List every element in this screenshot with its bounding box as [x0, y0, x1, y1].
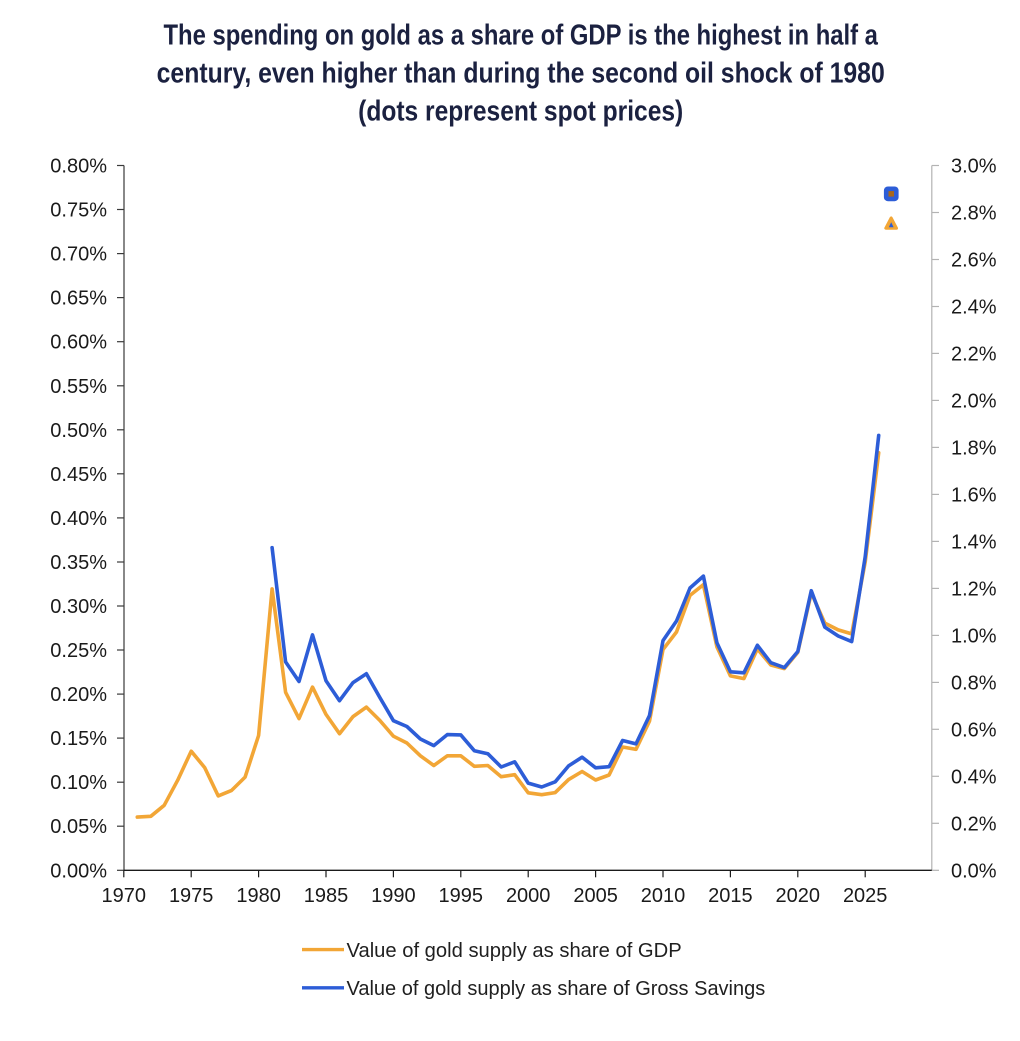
svg-text:2010: 2010	[641, 885, 686, 907]
svg-text:0.05%: 0.05%	[50, 816, 107, 838]
svg-text:0.6%: 0.6%	[951, 719, 997, 741]
svg-text:0.40%: 0.40%	[50, 508, 107, 530]
svg-text:1.2%: 1.2%	[951, 578, 997, 600]
svg-text:1970: 1970	[102, 885, 147, 907]
svg-text:Value of gold supply as share: Value of gold supply as share of Gross S…	[347, 978, 766, 1000]
svg-text:0.10%: 0.10%	[50, 772, 107, 794]
svg-text:1.0%: 1.0%	[951, 625, 997, 647]
svg-text:3.0%: 3.0%	[951, 156, 997, 178]
svg-text:2.2%: 2.2%	[951, 343, 997, 365]
svg-text:1980: 1980	[236, 885, 281, 907]
svg-text:0.35%: 0.35%	[50, 552, 107, 574]
svg-text:0.45%: 0.45%	[50, 464, 107, 486]
svg-text:0.2%: 0.2%	[951, 813, 997, 835]
svg-text:Value of gold supply as share: Value of gold supply as share of GDP	[347, 940, 682, 962]
svg-text:0.60%: 0.60%	[50, 332, 107, 354]
svg-text:1975: 1975	[169, 885, 214, 907]
svg-text:The spending on gold as a shar: The spending on gold as a share of GDP i…	[163, 18, 878, 51]
svg-text:0.20%: 0.20%	[50, 684, 107, 706]
svg-text:2015: 2015	[708, 885, 753, 907]
svg-text:0.25%: 0.25%	[50, 640, 107, 662]
svg-text:2.8%: 2.8%	[951, 203, 997, 225]
svg-text:1985: 1985	[304, 885, 349, 907]
svg-text:0.80%: 0.80%	[50, 156, 107, 178]
svg-text:0.8%: 0.8%	[951, 672, 997, 694]
svg-text:2020: 2020	[776, 885, 821, 907]
svg-text:2.6%: 2.6%	[951, 250, 997, 272]
svg-text:0.30%: 0.30%	[50, 596, 107, 618]
svg-text:0.4%: 0.4%	[951, 766, 997, 788]
svg-text:0.00%: 0.00%	[50, 860, 107, 882]
svg-text:0.55%: 0.55%	[50, 376, 107, 398]
svg-text:0.0%: 0.0%	[951, 860, 997, 882]
svg-text:2000: 2000	[506, 885, 551, 907]
svg-text:2.0%: 2.0%	[951, 390, 997, 412]
svg-text:century, even higher than duri: century, even higher than during the sec…	[157, 57, 885, 89]
svg-text:1.4%: 1.4%	[951, 531, 997, 553]
svg-text:0.15%: 0.15%	[50, 728, 107, 750]
svg-text:1.6%: 1.6%	[951, 484, 997, 506]
svg-text:0.70%: 0.70%	[50, 244, 107, 266]
svg-text:1990: 1990	[371, 885, 416, 907]
svg-text:1.8%: 1.8%	[951, 437, 997, 459]
svg-text:0.50%: 0.50%	[50, 420, 107, 442]
svg-text:2025: 2025	[843, 885, 888, 907]
svg-text:2.4%: 2.4%	[951, 297, 997, 319]
svg-text:0.75%: 0.75%	[50, 200, 107, 222]
svg-text:2005: 2005	[573, 885, 618, 907]
svg-text:(dots represent spot prices): (dots represent spot prices)	[358, 95, 683, 127]
svg-text:0.65%: 0.65%	[50, 288, 107, 310]
svg-text:1995: 1995	[439, 885, 484, 907]
